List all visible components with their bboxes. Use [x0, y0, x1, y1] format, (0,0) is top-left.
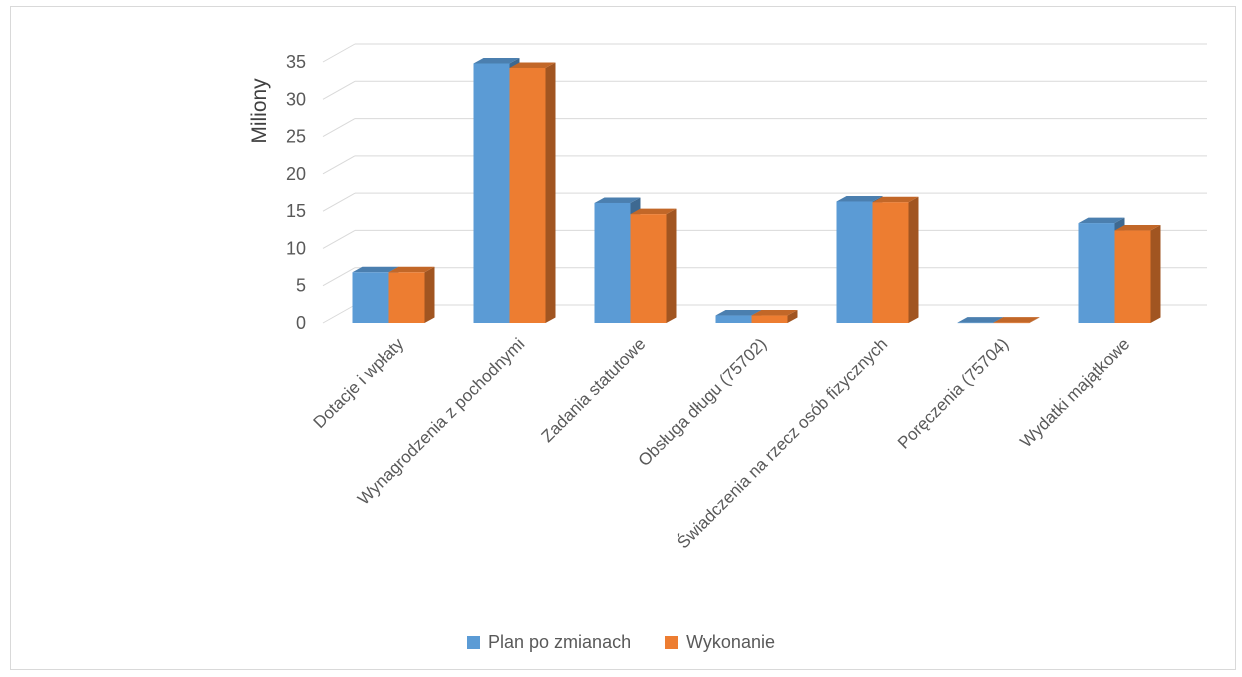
- legend: Plan po zmianach Wykonanie: [0, 632, 1242, 653]
- bar: [630, 208, 677, 323]
- bar: [872, 196, 919, 323]
- category-label: Świadczenia na rzecz osób fizycznych: [673, 334, 891, 552]
- bar-side: [908, 196, 919, 323]
- y-tick-label: 25: [286, 127, 306, 147]
- y-tick-label: 30: [286, 89, 306, 109]
- category-label: Dotacje i wpłaty: [310, 334, 408, 432]
- bar-front: [594, 202, 631, 323]
- bar-top: [715, 310, 762, 316]
- bar-front: [836, 201, 873, 323]
- bar-side: [787, 310, 798, 323]
- bar-front: [630, 214, 667, 323]
- bar: [751, 310, 798, 323]
- gridline-depth: [322, 80, 356, 100]
- bar-top: [352, 266, 399, 273]
- bar-top: [473, 57, 520, 64]
- legend-label-plan: Plan po zmianach: [488, 632, 632, 652]
- bar-front: [509, 67, 546, 323]
- bars: [352, 57, 1161, 324]
- bar-top: [993, 317, 1040, 323]
- bar-front: [872, 202, 909, 323]
- y-tick-label: 5: [296, 276, 306, 296]
- bar: [1114, 225, 1161, 323]
- y-tick-label: 20: [286, 164, 306, 184]
- y-tick-label: 0: [296, 313, 306, 333]
- bar-top: [957, 317, 1004, 323]
- category-label: Zadania statutowe: [538, 334, 650, 446]
- bar-top: [388, 266, 435, 273]
- bar: [388, 266, 435, 323]
- legend-swatch-plan: [467, 636, 480, 649]
- gridline-depth: [322, 229, 356, 249]
- gridline-depth: [322, 43, 356, 63]
- bar-side: [545, 62, 556, 324]
- bar: [509, 62, 556, 324]
- bar: [836, 195, 883, 323]
- bar-top: [836, 195, 883, 202]
- bar-front: [993, 322, 1030, 324]
- legend-swatch-wykonanie: [665, 636, 679, 649]
- y-tick-label: 15: [286, 201, 306, 221]
- category-label: Obsługa długu (75702): [635, 334, 771, 470]
- bar-top: [751, 310, 798, 316]
- bar-front: [957, 322, 994, 324]
- bar-front: [473, 63, 510, 324]
- bar-top: [1078, 217, 1125, 224]
- gridline-depth: [322, 304, 356, 324]
- chart-frame: [10, 6, 1236, 670]
- bar-side: [424, 266, 435, 323]
- bar-front: [751, 315, 788, 323]
- bar-side: [1150, 225, 1161, 323]
- legend-item-wykonanie: Wykonanie: [665, 632, 775, 653]
- bar-top: [594, 197, 641, 203]
- bar-side: [1029, 317, 1040, 323]
- gridlines: [322, 43, 1207, 324]
- bar-front: [352, 272, 389, 323]
- gridline-depth: [322, 155, 356, 175]
- bar: [993, 317, 1040, 324]
- y-tick-label: 35: [286, 52, 306, 72]
- bar-side: [666, 208, 677, 323]
- bar-front: [388, 272, 425, 323]
- bar-top: [509, 62, 556, 68]
- bar-top: [872, 196, 919, 203]
- category-label: Wydatki majątkowe: [1016, 334, 1133, 451]
- bar-front: [715, 315, 752, 323]
- category-label: Poręczenia (75704): [894, 334, 1012, 452]
- bar-front: [1078, 223, 1115, 323]
- legend-item-plan: Plan po zmianach: [467, 632, 631, 653]
- bar-top: [1114, 225, 1161, 231]
- y-tick-label: 10: [286, 238, 306, 258]
- y-axis-ticks: 0 5 10 15 20 25 30 35: [286, 52, 306, 333]
- y-axis-label: Miliony: [248, 78, 271, 144]
- bar-top: [630, 208, 677, 215]
- legend-label-wykonanie: Wykonanie: [686, 632, 775, 652]
- gridline-depth: [322, 192, 356, 212]
- bar-front: [1114, 230, 1151, 323]
- gridline-depth: [322, 267, 356, 287]
- gridline-depth: [322, 118, 356, 138]
